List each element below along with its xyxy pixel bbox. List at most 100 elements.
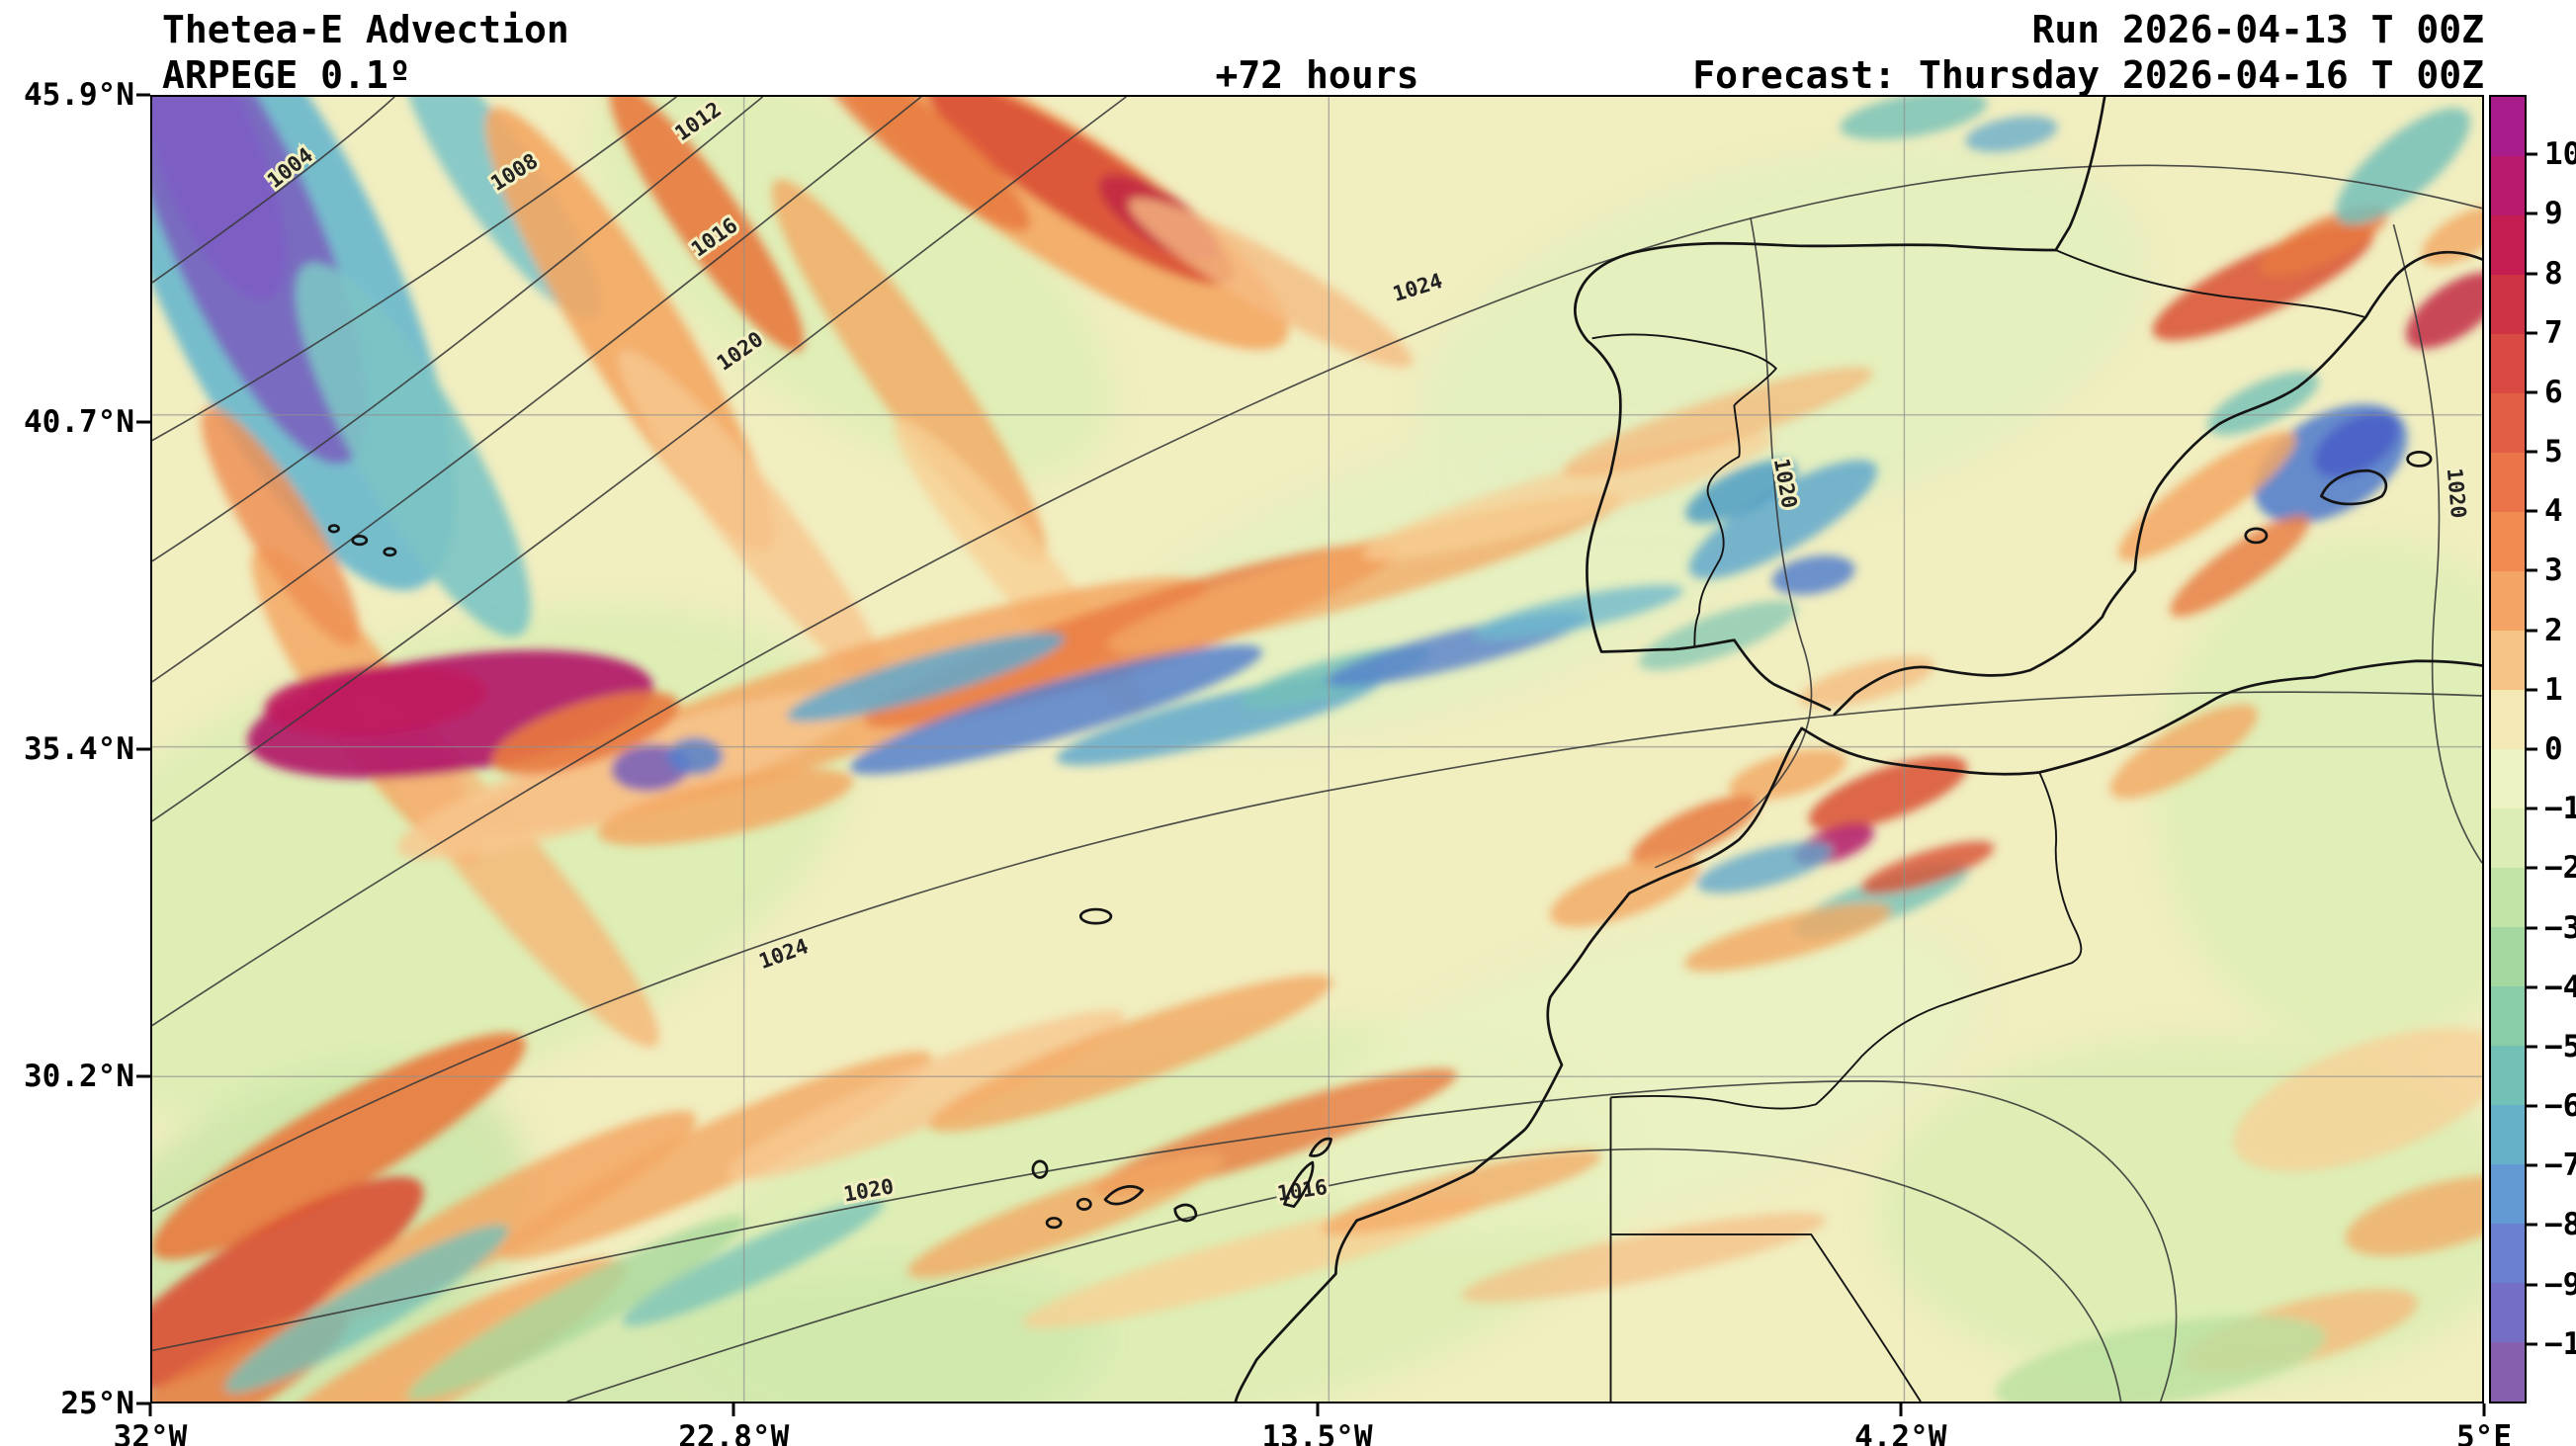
colorbar-tick-mark xyxy=(2527,1223,2537,1227)
advection-feature xyxy=(1322,1149,1601,1235)
colorbar-tick-mark xyxy=(2527,390,2537,394)
x-axis-tick-mark xyxy=(1316,1403,1319,1416)
y-axis-tick-mark xyxy=(136,93,150,97)
advection-feature xyxy=(1688,460,1878,579)
colorbar-band xyxy=(2491,749,2525,808)
island-menorca xyxy=(2406,451,2433,468)
colorbar-tick-mark xyxy=(2527,212,2537,215)
colorbar-band xyxy=(2491,1224,2525,1283)
colorbar-tick-mark xyxy=(2527,1342,2537,1346)
border-mauritania-algeria xyxy=(1610,1233,1922,1402)
colorbar-tick-mark xyxy=(2527,926,2537,930)
colorbar-tick-label: 8 xyxy=(2544,255,2563,292)
advection-feature xyxy=(1965,116,2058,152)
island-gran-canaria xyxy=(1173,1203,1198,1223)
colorbar-tick-label: 10 xyxy=(2544,136,2576,173)
colorbar-tick-label: −4 xyxy=(2544,969,2576,1005)
colorbar-tick-mark xyxy=(2527,509,2537,513)
advection-feature xyxy=(597,768,854,846)
colorbar-tick-label: 2 xyxy=(2544,612,2563,648)
colorbar-band xyxy=(2491,215,2525,275)
island-fuerteventura xyxy=(1283,1160,1315,1209)
advection-feature xyxy=(1729,749,1847,801)
advection-feature xyxy=(2117,431,2296,561)
advection-feature xyxy=(1840,97,1988,140)
island-azores-3 xyxy=(327,524,340,534)
y-axis-tick-mark xyxy=(136,1402,150,1405)
colorbar-tick-label: −8 xyxy=(2544,1207,2576,1243)
advection-feature xyxy=(1638,600,1797,670)
advection-feature xyxy=(406,1216,746,1402)
advection-feature xyxy=(500,1051,932,1260)
colorbar xyxy=(2489,95,2527,1403)
advection-feature xyxy=(727,1010,1125,1180)
advection-feature xyxy=(666,737,724,775)
colorbar-tick-label: −3 xyxy=(2544,909,2576,946)
colorbar-tick-label: 7 xyxy=(2544,314,2563,351)
colorbar-band xyxy=(2491,156,2525,215)
advection-feature xyxy=(353,688,659,1048)
advection-feature xyxy=(2313,412,2399,477)
colorbar-tick-mark xyxy=(2527,152,2537,156)
advection-feature xyxy=(609,97,805,353)
advection-feature xyxy=(1808,755,1968,831)
colorbar-tick-mark xyxy=(2527,1045,2537,1049)
colorbar-tick-label: −6 xyxy=(2544,1088,2576,1125)
island-mallorca xyxy=(2320,468,2388,506)
advection-feature xyxy=(928,975,1332,1132)
advection-feature xyxy=(1630,795,1760,866)
advection-feature xyxy=(2421,207,2482,266)
advection-feature xyxy=(491,691,680,775)
coastline-africa-atlantic xyxy=(1234,726,1804,1402)
colorbar-band xyxy=(2491,927,2525,986)
advection-feature xyxy=(2335,108,2470,225)
advection-feature xyxy=(296,262,531,638)
colorbar-tick-mark xyxy=(2527,1283,2537,1287)
advection-feature xyxy=(618,349,889,690)
advection-feature xyxy=(152,1032,526,1260)
advection-feature xyxy=(2156,538,2482,1049)
y-axis-tick-label: 35.4°N xyxy=(24,731,134,767)
advection-feature xyxy=(1860,840,1995,894)
island-lanzarote xyxy=(1309,1137,1332,1157)
isobar-1020-east xyxy=(2392,223,2482,864)
colorbar-tick-label: −2 xyxy=(2544,850,2576,887)
colorbar-tick-label: 3 xyxy=(2544,553,2563,589)
forecast-label: Forecast: Thursday 2026-04-16 T 00Z xyxy=(1692,53,2484,97)
colorbar-band xyxy=(2491,1046,2525,1105)
advection-feature xyxy=(224,1224,509,1394)
advection-feature xyxy=(264,664,488,737)
lead-time-wrapper: +72 hours xyxy=(150,53,2484,97)
advection-feature xyxy=(1362,432,1775,560)
border-spain-portugal xyxy=(1591,333,1777,647)
colorbar-tick-label: 4 xyxy=(2544,493,2563,530)
isobar-1020-nw xyxy=(152,97,1127,822)
advection-feature xyxy=(2109,704,2258,800)
advection-feature xyxy=(1473,584,1683,640)
colorbar-band xyxy=(2491,631,2525,690)
colorbar-band xyxy=(2491,690,2525,749)
island-ibiza xyxy=(2244,527,2269,545)
colorbar-tick-mark xyxy=(2527,272,2537,276)
colorbar-tick-label: 0 xyxy=(2544,731,2563,767)
y-axis: 45.9°N 40.7°N 35.4°N 30.2°N 25°N xyxy=(0,77,150,1421)
coastline-iberia-mediterranean xyxy=(1833,250,2482,717)
x-axis-tick-label: 4.2°W xyxy=(1854,1419,1947,1446)
island-tenerife xyxy=(1103,1185,1145,1206)
y-axis-tick-label: 30.2°N xyxy=(24,1059,134,1094)
island-el-hierro xyxy=(1045,1217,1063,1230)
colorbar-tick-mark xyxy=(2527,985,2537,989)
isobar-1016-south xyxy=(566,1148,2122,1402)
advection-feature xyxy=(1995,1316,2327,1402)
colorbar-tick-mark xyxy=(2527,866,2537,870)
isobar-1024-south xyxy=(152,691,2482,1213)
colorbar-band xyxy=(2491,1283,2525,1342)
colorbar-tick-mark xyxy=(2527,450,2537,454)
coastline-africa-mediterranean xyxy=(1800,659,2482,776)
island-azores-2 xyxy=(383,547,397,557)
advection-feature xyxy=(1562,367,1873,477)
colorbar-tick-mark xyxy=(2527,688,2537,692)
colorbar-band xyxy=(2491,453,2525,512)
colorbar-tick-mark xyxy=(2527,629,2537,633)
colorbar-band xyxy=(2491,868,2525,927)
